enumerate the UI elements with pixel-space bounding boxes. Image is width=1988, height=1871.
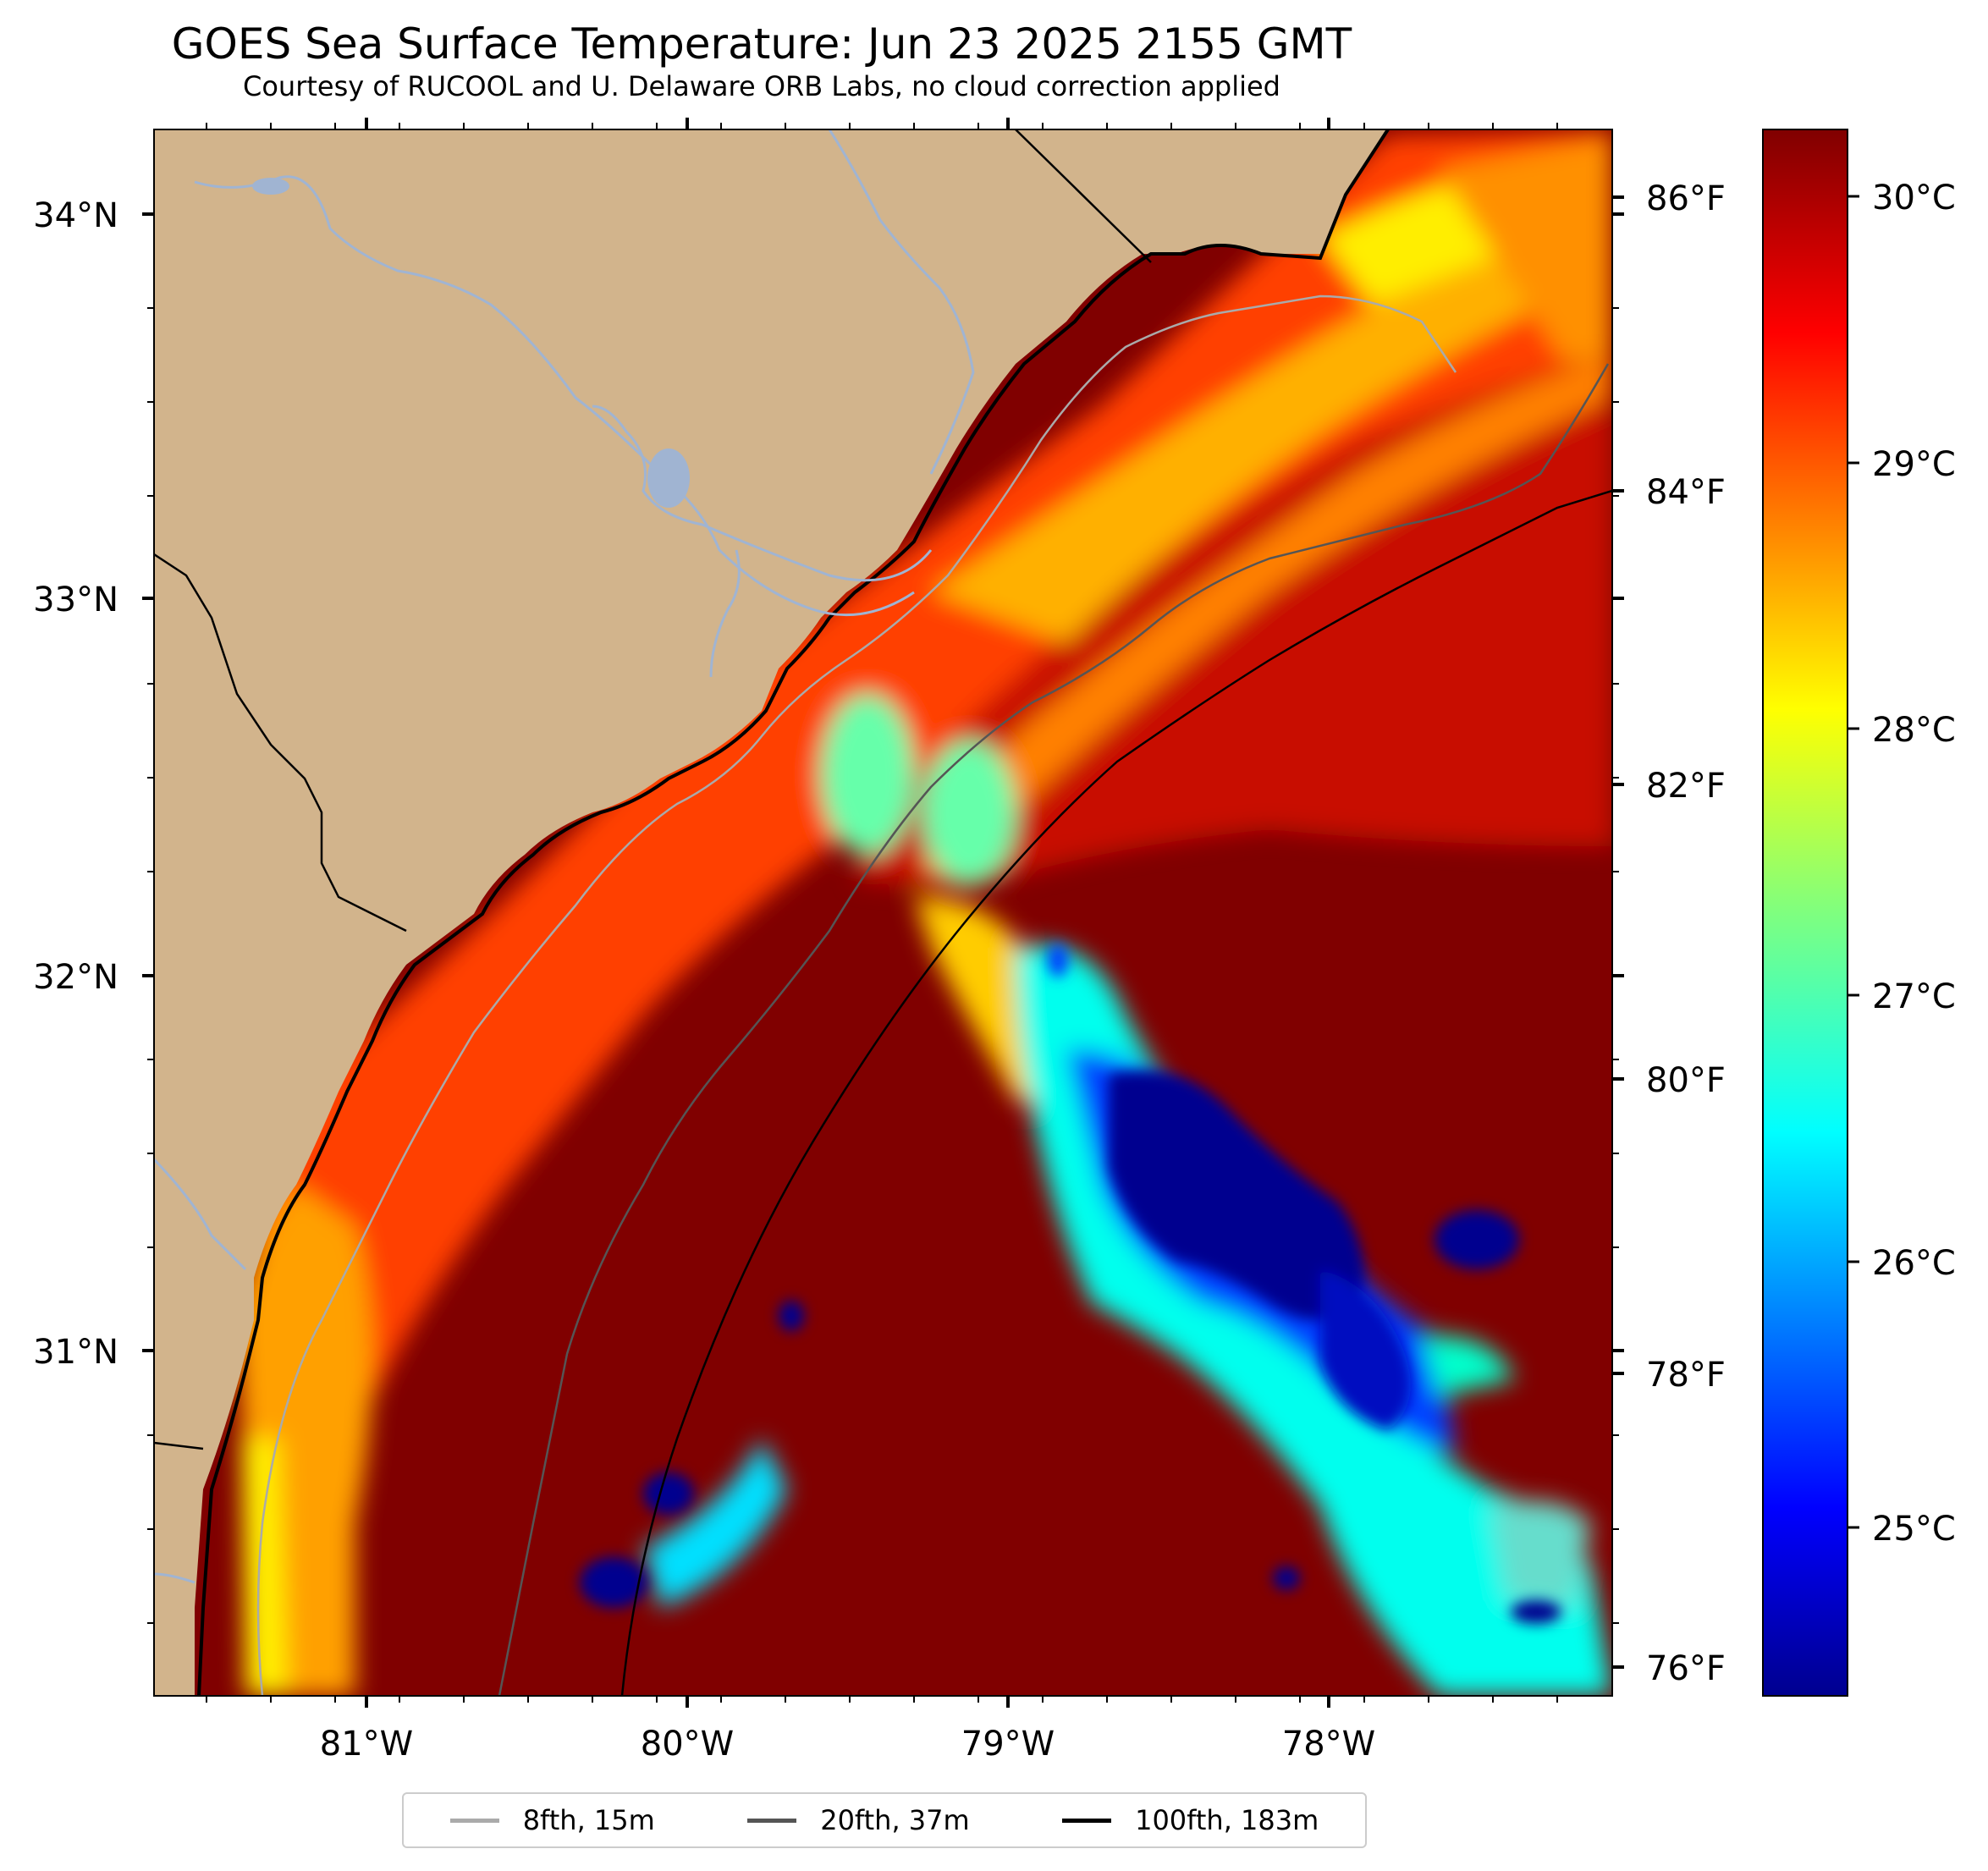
lat-label: 34°N <box>33 196 118 235</box>
cold-eddies <box>580 944 1561 1624</box>
lon-label: 80°W <box>641 1725 734 1764</box>
lon-label: 78°W <box>1282 1725 1375 1764</box>
map-title: GOES Sea Surface Temperature: Jun 23 202… <box>171 19 1352 69</box>
lake-wateree <box>252 178 289 195</box>
axis-ticks <box>142 118 1859 1708</box>
lon-label: 81°W <box>320 1725 413 1764</box>
land-mass <box>154 129 1388 1696</box>
lat-label: 31°N <box>33 1333 118 1372</box>
legend-label: 20fth, 37m <box>820 1804 970 1836</box>
state-borders <box>154 129 1152 1450</box>
celsius-label: 30°C <box>1872 179 1956 217</box>
map-frame <box>153 129 1613 1697</box>
legend-entry: 100fth, 183m <box>1062 1804 1319 1836</box>
fahrenheit-label: 78°F <box>1646 1356 1726 1395</box>
axis-labels: 34°N 33°N 32°N 31°N 81°W 80°W 79°W 78°W … <box>33 179 1956 1764</box>
celsius-label: 27°C <box>1872 977 1956 1016</box>
isobath-legend: 8fth, 15m 20fth, 37m 100fth, 183m <box>402 1792 1367 1848</box>
celsius-label: 26°C <box>1872 1244 1956 1283</box>
colorbar <box>1762 129 1848 1697</box>
legend-entry: 8fth, 15m <box>449 1804 655 1836</box>
fahrenheit-label: 86°F <box>1646 179 1726 218</box>
legend-label: 100fth, 183m <box>1135 1804 1319 1836</box>
isobath-20fth <box>498 363 1610 1696</box>
fahrenheit-label: 76°F <box>1646 1649 1726 1688</box>
map-area <box>154 129 1612 1696</box>
lat-label: 33°N <box>33 581 118 619</box>
lat-label: 32°N <box>33 958 118 997</box>
legend-swatch-20fth <box>747 1818 797 1823</box>
celsius-label: 28°C <box>1872 711 1956 750</box>
map-subtitle: Courtesy of RUCOOL and U. Delaware ORB L… <box>243 70 1280 102</box>
legend-swatch-8fth <box>449 1818 499 1823</box>
celsius-label: 25°C <box>1872 1510 1956 1549</box>
fahrenheit-label: 80°F <box>1646 1061 1726 1100</box>
legend-swatch-100fth <box>1062 1818 1112 1823</box>
lake-marion <box>647 448 690 508</box>
fahrenheit-label: 84°F <box>1646 473 1726 512</box>
lon-label: 79°W <box>961 1725 1055 1764</box>
celsius-label: 29°C <box>1872 445 1956 484</box>
fahrenheit-label: 82°F <box>1646 767 1726 806</box>
legend-entry: 20fth, 37m <box>747 1804 970 1836</box>
coastline <box>197 129 1390 1696</box>
legend-label: 8fth, 15m <box>522 1804 655 1836</box>
isobaths <box>256 294 1612 1696</box>
rivers <box>154 129 975 1584</box>
isobath-100fth <box>620 489 1612 1696</box>
isobath-8fth <box>256 294 1457 1696</box>
